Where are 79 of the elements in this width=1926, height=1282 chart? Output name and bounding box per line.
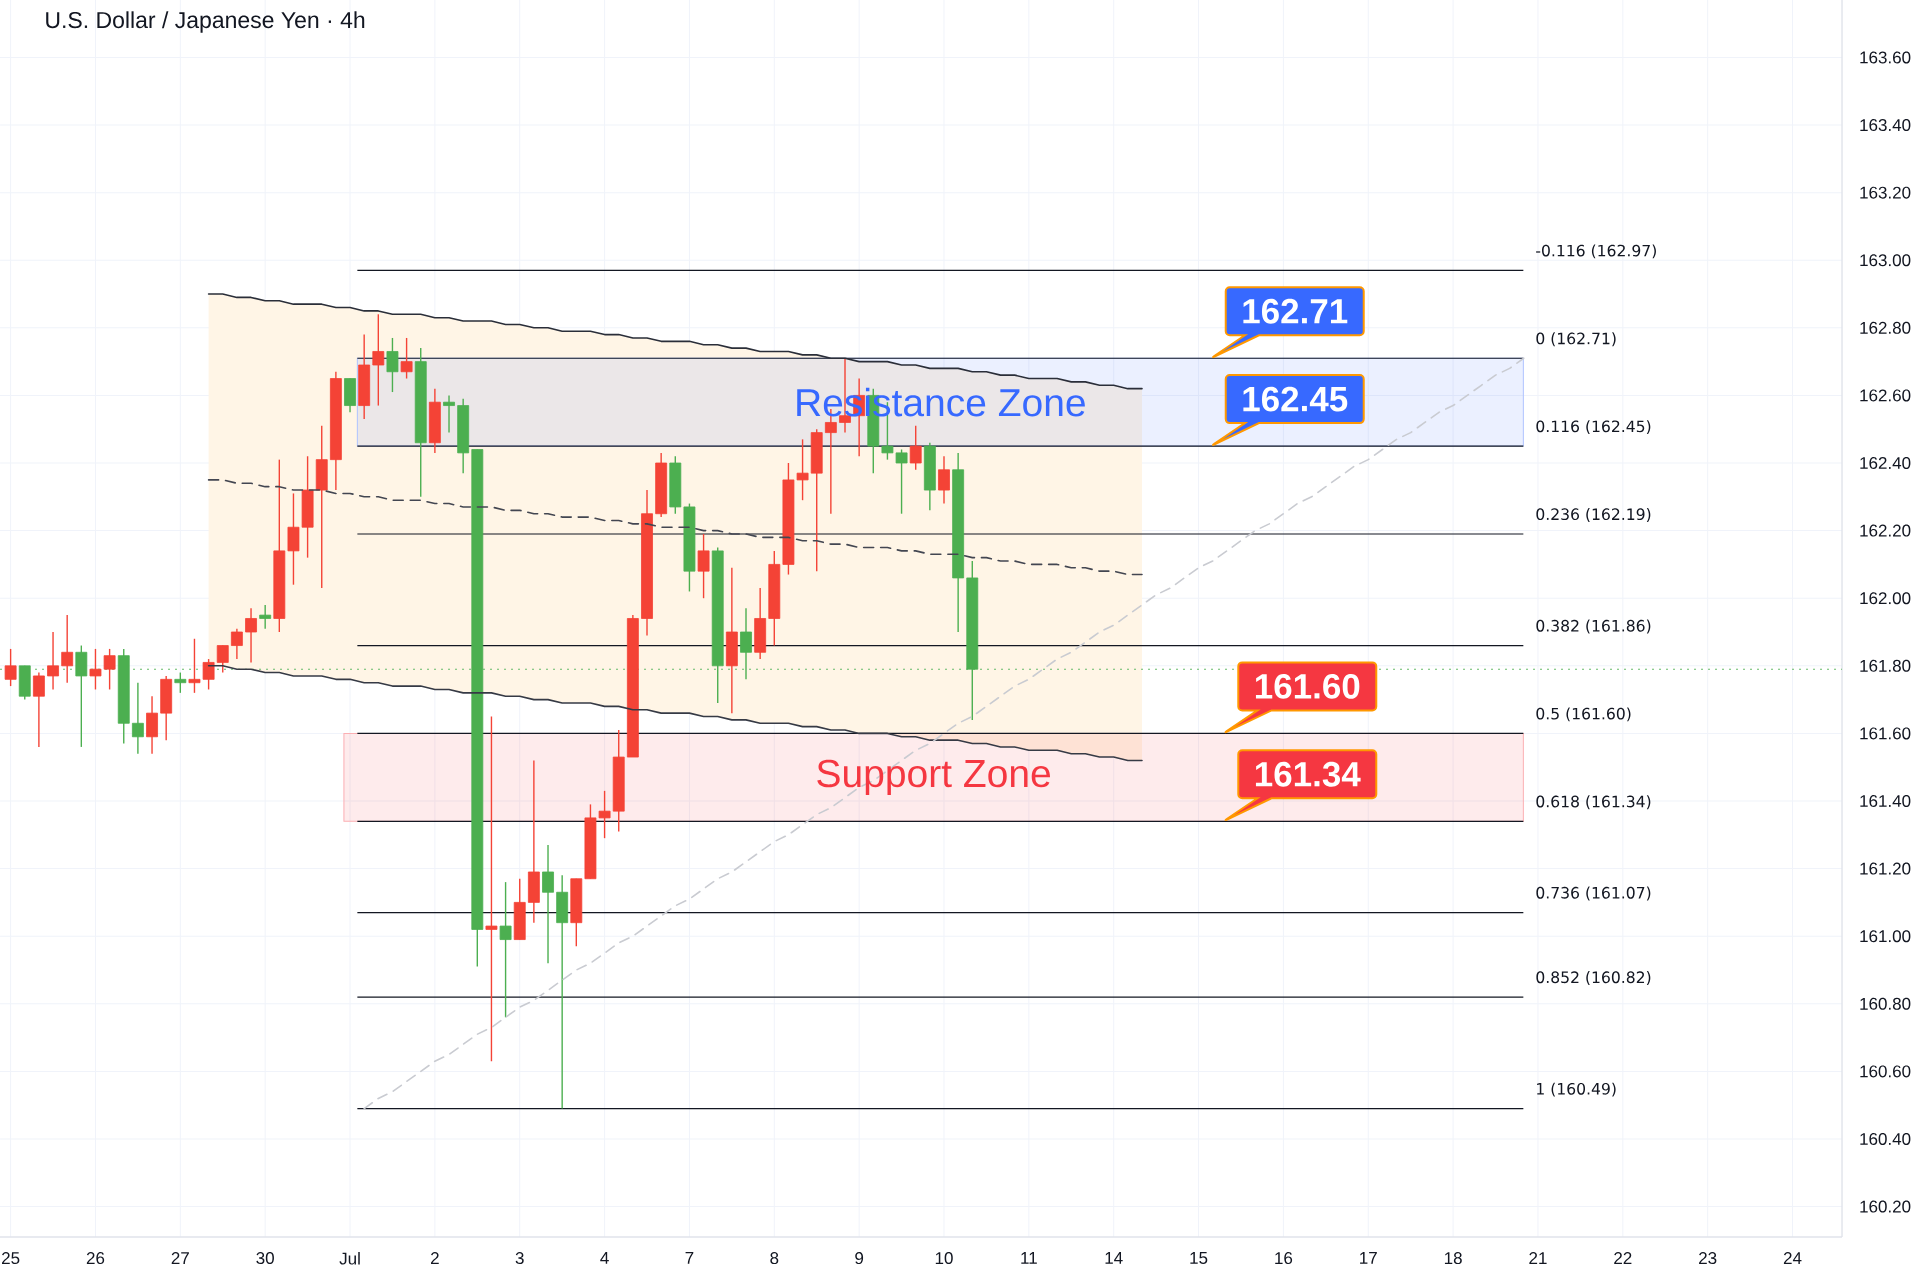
x-tick-label: Jul bbox=[339, 1252, 360, 1265]
ref-line-label: 0.116 (162.45) bbox=[1536, 420, 1651, 435]
candlestick bbox=[386, 337, 399, 393]
y-tick-label: 160.80 bbox=[1860, 997, 1911, 1010]
candlestick bbox=[4, 648, 17, 687]
y-tick-label: 163.20 bbox=[1860, 186, 1911, 199]
x-tick-label: 21 bbox=[1529, 1252, 1547, 1264]
candlestick bbox=[216, 644, 229, 674]
candlestick bbox=[230, 627, 243, 660]
y-tick-label: 162.00 bbox=[1860, 592, 1911, 605]
y-tick-label: 162.60 bbox=[1860, 389, 1911, 402]
x-tick-label: 11 bbox=[1021, 1252, 1037, 1264]
candlestick bbox=[443, 394, 455, 434]
candlestick bbox=[245, 607, 257, 664]
candlestick bbox=[75, 644, 88, 748]
candlestick bbox=[938, 455, 950, 505]
candlestick bbox=[61, 614, 74, 684]
x-tick-label: 24 bbox=[1783, 1252, 1802, 1264]
x-tick-label: 27 bbox=[171, 1252, 189, 1264]
ref-line-label: 0 (162.71) bbox=[1536, 332, 1616, 347]
ref-line-label: 0.382 (161.86) bbox=[1536, 619, 1651, 634]
annotation: 161.34 bbox=[1255, 761, 1361, 787]
y-tick-label: 160.20 bbox=[1860, 1200, 1911, 1213]
y-tick-label: 160.60 bbox=[1860, 1065, 1911, 1078]
x-tick-label: 30 bbox=[256, 1252, 274, 1265]
x-tick-label: 23 bbox=[1699, 1252, 1717, 1265]
ref-line-label: -0.116 (162.97) bbox=[1536, 244, 1656, 259]
ref-line-label: 0.236 (162.19) bbox=[1536, 508, 1651, 522]
candlestick bbox=[259, 604, 272, 630]
y-tick-label: 161.60 bbox=[1860, 727, 1911, 740]
ref-line-label: 0.5 (161.60) bbox=[1536, 707, 1631, 722]
candlestick bbox=[740, 607, 752, 681]
x-tick-label: 4 bbox=[600, 1252, 609, 1264]
ref-line-label: 0.618 (161.34) bbox=[1536, 795, 1651, 810]
candlestick bbox=[485, 715, 498, 1062]
x-tick-label: 22 bbox=[1614, 1252, 1632, 1264]
candlestick bbox=[400, 337, 413, 380]
annotation: 161.60 bbox=[1255, 674, 1360, 699]
y-tick-label: 161.00 bbox=[1860, 930, 1911, 943]
y-tick-label: 162.80 bbox=[1860, 321, 1911, 334]
band-label: Support Zone bbox=[817, 759, 1050, 795]
annotation: 162.71 bbox=[1243, 298, 1348, 324]
ref-line-label: 0.852 (160.82) bbox=[1536, 971, 1651, 985]
ref-line-label: 0.736 (161.07) bbox=[1536, 886, 1651, 901]
x-tick-label: 7 bbox=[685, 1252, 694, 1264]
candlestick bbox=[32, 671, 45, 748]
x-tick-label: 26 bbox=[86, 1252, 105, 1265]
y-tick-label: 161.40 bbox=[1860, 795, 1911, 808]
candlestick bbox=[499, 881, 512, 1019]
chart-title: U.S. Dollar / Japanese Yen · 4h bbox=[46, 11, 365, 33]
x-tick-label: 2 bbox=[431, 1252, 439, 1264]
annotation: 162.45 bbox=[1243, 386, 1348, 412]
candlestick bbox=[174, 671, 187, 694]
x-tick-label: 9 bbox=[855, 1252, 864, 1265]
y-tick-label: 163.40 bbox=[1860, 119, 1911, 132]
x-tick-label: 10 bbox=[935, 1252, 953, 1265]
x-tick-label: 18 bbox=[1444, 1252, 1462, 1265]
candlestick bbox=[372, 313, 385, 407]
x-tick-label: 8 bbox=[770, 1252, 779, 1265]
y-tick-label: 162.20 bbox=[1860, 524, 1911, 537]
y-tick-label: 162.40 bbox=[1860, 457, 1911, 470]
y-tick-label: 161.20 bbox=[1860, 862, 1911, 875]
y-tick-label: 163.00 bbox=[1860, 254, 1911, 267]
x-tick-label: 17 bbox=[1360, 1252, 1377, 1264]
x-tick-label: 14 bbox=[1105, 1252, 1123, 1264]
y-tick-label: 161.80 bbox=[1860, 659, 1911, 672]
x-tick-label: 16 bbox=[1275, 1252, 1293, 1265]
y-tick-label: 160.40 bbox=[1860, 1132, 1911, 1145]
candlestick bbox=[909, 425, 922, 471]
ref-line-label: 1 (160.49) bbox=[1537, 1082, 1616, 1097]
x-tick-label: 3 bbox=[515, 1252, 524, 1265]
x-tick-label: 15 bbox=[1190, 1252, 1208, 1264]
candlestick bbox=[131, 682, 144, 755]
candlestick bbox=[47, 631, 59, 691]
candlestick bbox=[542, 844, 554, 964]
y-tick-label: 163.60 bbox=[1860, 51, 1911, 64]
candlestick bbox=[146, 695, 158, 755]
candlestick bbox=[697, 533, 710, 599]
x-tick-label: 25 bbox=[2, 1252, 20, 1265]
